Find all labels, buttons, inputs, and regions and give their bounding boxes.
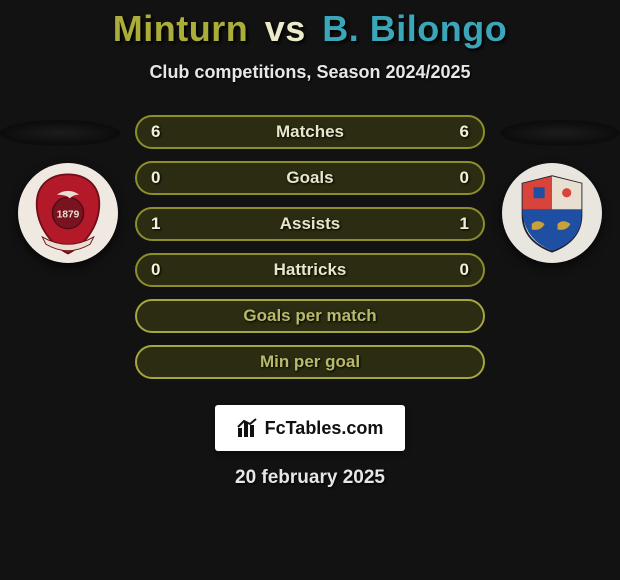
stat-row: Goals 0 0 — [135, 161, 485, 195]
stat-label: Goals — [286, 168, 333, 188]
stats-list: Matches66Goals00Assists11Hattricks00Goal… — [135, 115, 485, 391]
watermark-badge: FcTables.com — [215, 405, 405, 451]
season-subtitle: Club competitions, Season 2024/2025 — [0, 62, 620, 83]
comparison-arena: 1879 Matches 6 6 Goals 0 0 Assists 1 1 Hattricks 0… — [0, 105, 620, 405]
club-badge-right — [502, 163, 602, 263]
shadow-ellipse-right — [500, 120, 620, 146]
stat-value-right: 6 — [460, 122, 469, 142]
stat-row: Matches 6 6 — [135, 115, 485, 149]
opposition-crest-icon — [506, 167, 598, 259]
stat-label: Hattricks — [274, 260, 347, 280]
stat-value-left: 0 — [151, 168, 160, 188]
swindon-crest-icon: 1879 — [22, 167, 114, 259]
stat-value-left: 6 — [151, 122, 160, 142]
stat-label: Assists — [280, 214, 340, 234]
svg-text:1879: 1879 — [57, 210, 80, 221]
bars-icon — [237, 418, 259, 438]
stat-value-left: 1 — [151, 214, 160, 234]
player-right-name: B. Bilongo — [322, 8, 507, 49]
comparison-title: Minturn vs B. Bilongo — [0, 0, 620, 50]
player-left-name: Minturn — [113, 8, 248, 49]
stat-label: Min per goal — [260, 352, 360, 372]
stat-row: Goals per match — [135, 299, 485, 333]
stat-label: Matches — [276, 122, 344, 142]
stat-row: Min per goal — [135, 345, 485, 379]
watermark-text: FcTables.com — [265, 418, 384, 439]
shadow-ellipse-left — [0, 120, 120, 146]
stat-value-left: 0 — [151, 260, 160, 280]
stat-value-right: 0 — [460, 168, 469, 188]
stat-row: Assists 1 1 — [135, 207, 485, 241]
stat-label: Goals per match — [243, 306, 376, 326]
vs-separator: vs — [265, 8, 306, 49]
footer-date: 20 february 2025 — [0, 467, 620, 489]
club-badge-left: 1879 — [18, 163, 118, 263]
stat-value-right: 1 — [460, 214, 469, 234]
stat-row: Hattricks 0 0 — [135, 253, 485, 287]
stat-value-right: 0 — [460, 260, 469, 280]
